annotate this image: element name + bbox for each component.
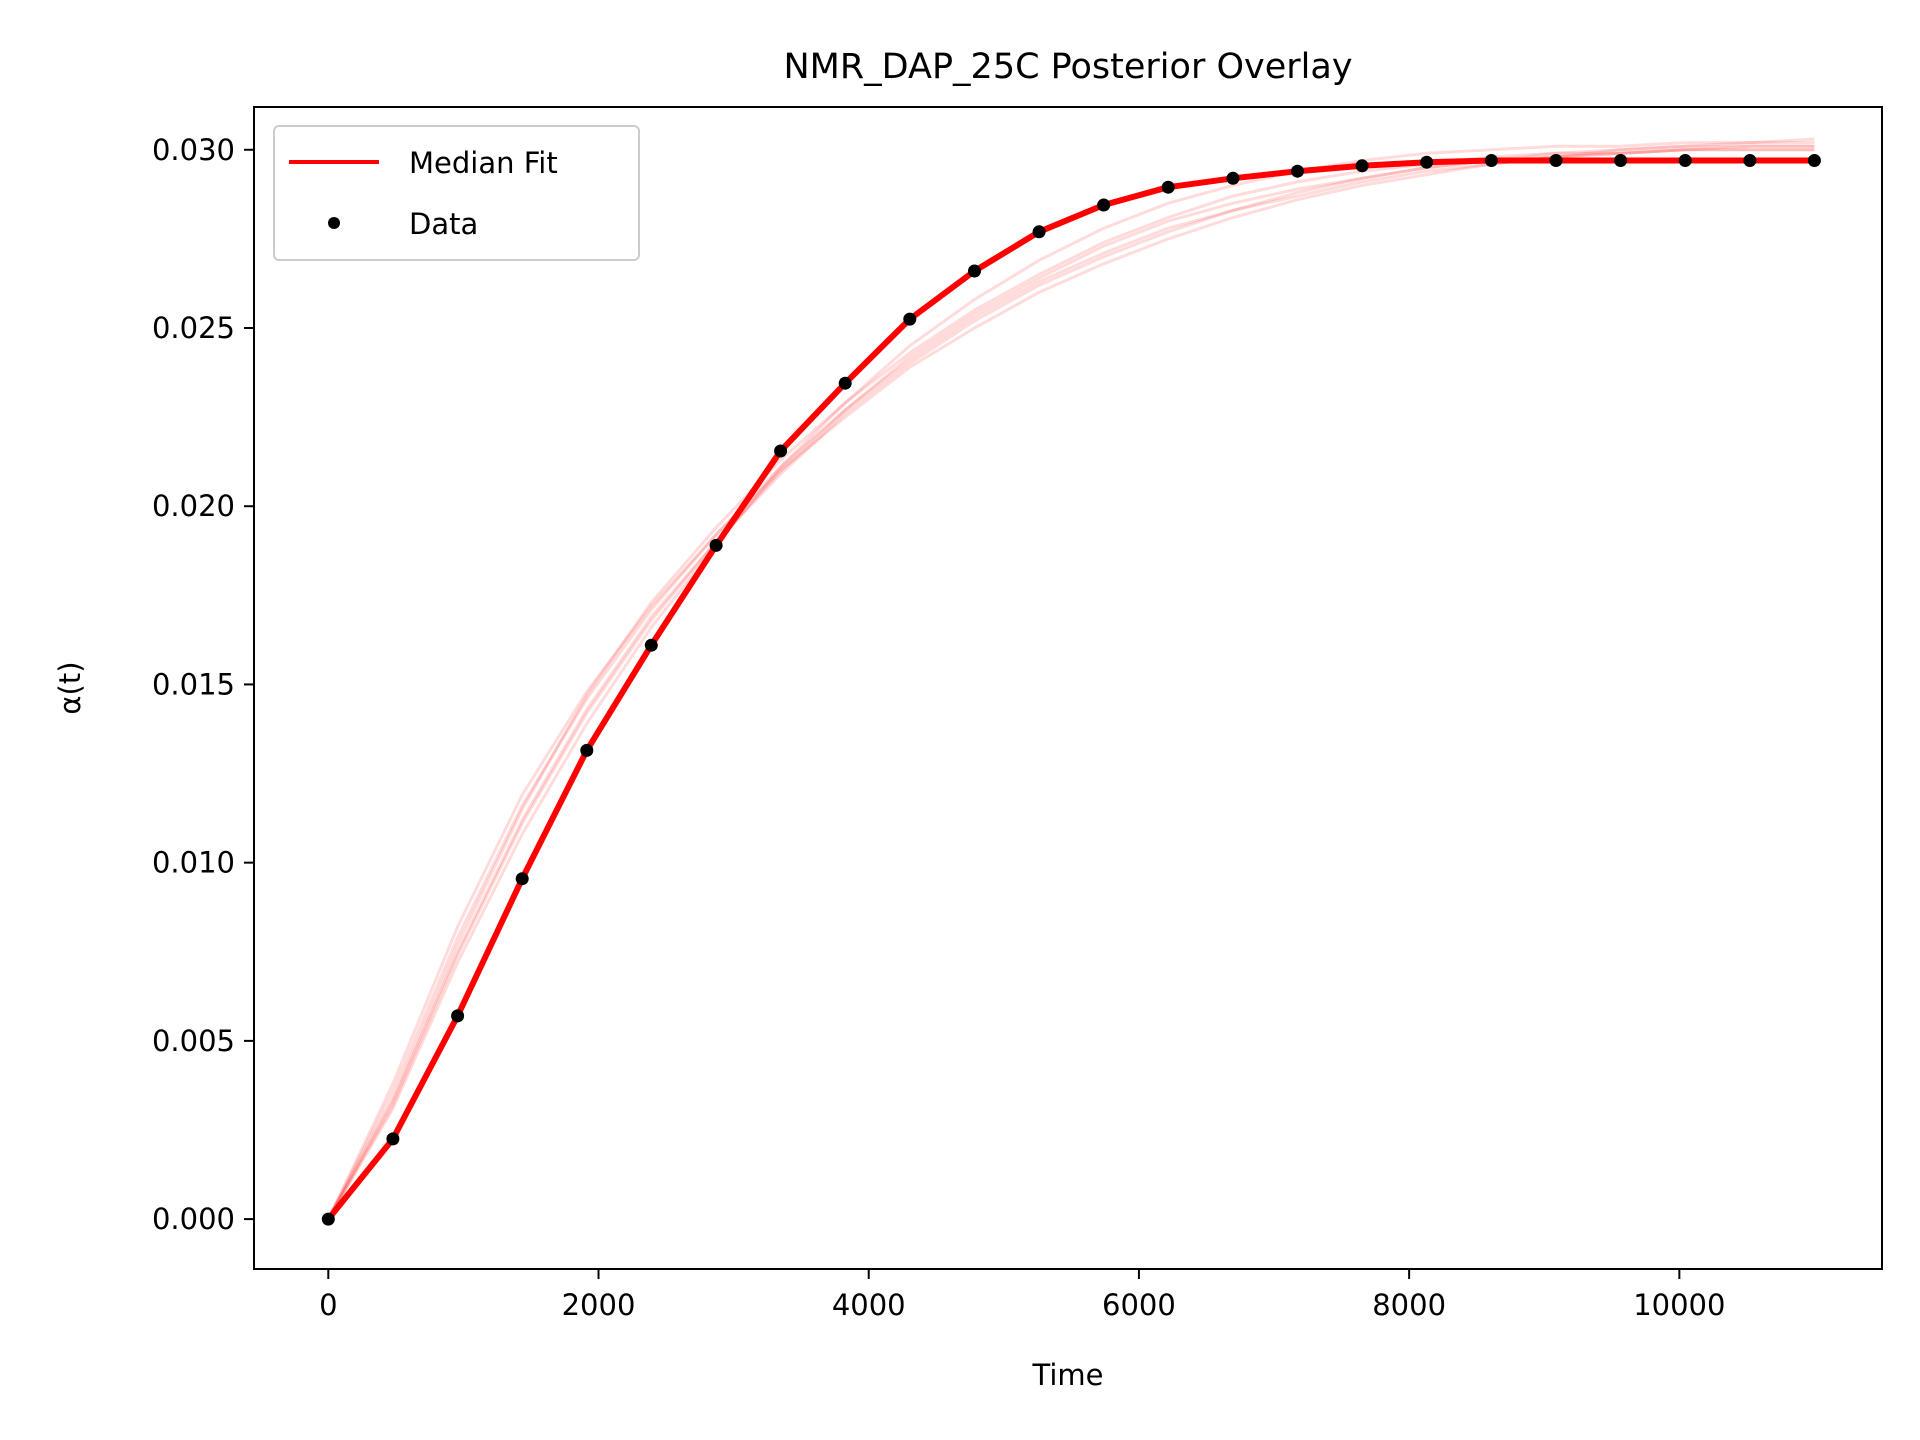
posterior-sample-line-3 [326,144,1815,1220]
data-point [1420,155,1434,169]
x-tick-label: 0 [319,1288,337,1322]
data-point [1484,154,1498,167]
data-points-layer [321,154,1821,1226]
data-point [903,312,917,326]
data-point [774,444,788,458]
data-point [1226,171,1240,185]
x-tick-label: 10000 [1633,1288,1725,1322]
y-tick-label: 0.025 [152,311,235,345]
data-point [1032,225,1046,239]
posterior-sample-line-2 [326,148,1815,1220]
data-point [838,376,852,390]
posterior-sample-line-6 [326,144,1815,1220]
posterior-sample-line-5 [326,148,1815,1220]
y-tick-label: 0.015 [152,667,235,701]
data-point [1743,154,1757,167]
legend-frame [273,125,640,261]
data-point [1355,159,1369,173]
plot-area-frame [253,106,1883,1270]
y-axis-ticks: 0.000 0.005 0.010 0.015 0.020 0.025 0.030 [152,133,254,1236]
posterior-sample-line-1 [327,141,1815,1220]
y-axis-label: α(t) [53,661,87,714]
data-point [1807,154,1821,167]
data-point [1097,198,1111,212]
data-point [1291,164,1304,178]
median-fit-line [325,157,1815,1221]
y-tick-label: 0.000 [152,1202,235,1236]
y-tick-label: 0.030 [152,133,235,167]
data-point [709,538,723,552]
data-point [1161,180,1175,194]
y-tick-label: 0.005 [152,1024,235,1058]
data-point [451,1009,465,1023]
data-point [515,872,529,886]
posterior-sample-line-4 [326,137,1815,1220]
data-point [1678,154,1692,167]
posterior-samples-layer [326,137,1815,1220]
legend-median-fit-label: Median Fit [409,146,558,180]
x-axis-label: Time [1032,1358,1104,1392]
legend: Median Fit Data [273,125,640,261]
data-point [321,1212,335,1226]
x-tick-label: 2000 [562,1288,636,1322]
x-axis-ticks: 0 2000 4000 6000 8000 10000 [319,1269,1725,1322]
x-tick-label: 4000 [832,1288,906,1322]
data-point [1549,154,1563,167]
data-point [580,743,594,757]
x-tick-label: 6000 [1102,1288,1176,1322]
data-point [1614,154,1628,167]
y-tick-label: 0.010 [152,846,235,880]
x-tick-label: 8000 [1372,1288,1446,1322]
data-point [644,638,658,652]
legend-data-label: Data [409,207,478,241]
median-fit-layer [325,157,1815,1221]
data-point [386,1132,400,1146]
y-tick-label: 0.020 [152,489,235,523]
data-point [968,264,981,278]
chart-title: NMR_DAP_25C Posterior Overlay [783,47,1352,87]
legend-data-swatch [328,217,340,229]
